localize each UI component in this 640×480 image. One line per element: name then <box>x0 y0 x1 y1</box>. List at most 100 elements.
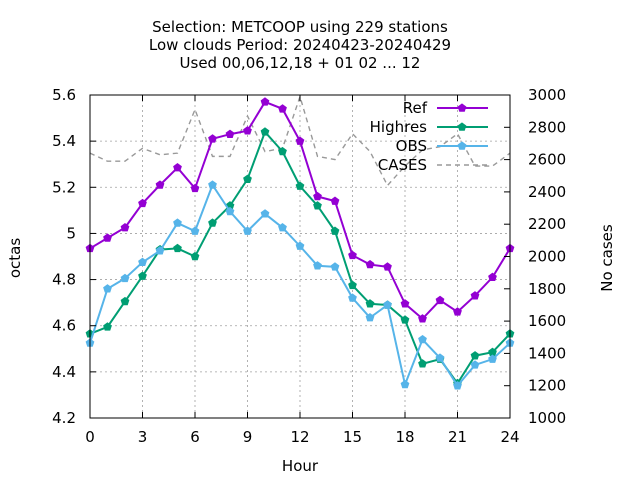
y-tick-label: 5.6 <box>52 86 76 104</box>
point-highres <box>243 174 252 183</box>
x-tick-label: 0 <box>85 428 95 446</box>
point-obs <box>208 180 217 189</box>
legend-marker <box>457 103 467 112</box>
point-obs <box>365 313 375 322</box>
point-highres <box>365 299 375 308</box>
point-highres <box>313 201 322 210</box>
point-highres <box>348 280 357 290</box>
y2-tick-label: 2600 <box>528 151 566 169</box>
point-ref <box>260 97 270 106</box>
point-ref <box>365 259 375 269</box>
x-tick-label: 9 <box>243 428 253 446</box>
legend-label: Highres <box>370 118 428 136</box>
y2-tick-label: 2800 <box>528 118 566 136</box>
point-obs <box>190 226 200 235</box>
point-ref <box>173 163 182 172</box>
point-obs <box>435 353 445 362</box>
point-ref <box>103 233 112 242</box>
y2-tick-label: 2400 <box>528 183 566 201</box>
y2-tick-label: 1800 <box>528 280 566 298</box>
point-obs <box>155 246 165 255</box>
point-highres <box>103 322 112 331</box>
y-tick-label: 5.4 <box>52 132 76 150</box>
point-ref <box>225 129 235 138</box>
y-tick-label: 5.2 <box>52 178 76 196</box>
point-ref <box>208 134 217 143</box>
point-highres <box>138 271 147 280</box>
point-obs <box>173 218 182 227</box>
point-ref <box>418 314 427 323</box>
y2-tick-label: 1200 <box>528 377 566 395</box>
point-ref <box>453 307 462 316</box>
point-obs <box>243 226 252 235</box>
x-tick-label: 24 <box>500 428 519 446</box>
point-highres <box>330 226 340 235</box>
point-obs <box>138 257 147 266</box>
point-highres <box>295 181 305 190</box>
point-obs <box>278 223 287 232</box>
point-ref <box>278 104 287 113</box>
point-highres <box>120 296 130 306</box>
point-ref <box>243 126 252 135</box>
point-ref <box>295 136 305 145</box>
y-tick-label: 4.6 <box>52 317 76 335</box>
title-line: Low clouds Period: 20240423-20240429 <box>149 36 451 54</box>
x-axis-label: Hour <box>282 457 319 475</box>
point-highres <box>278 146 287 156</box>
point-obs <box>295 241 305 250</box>
y2-tick-label: 1400 <box>528 344 566 362</box>
y2-tick-label: 2000 <box>528 248 566 266</box>
point-highres <box>470 351 480 360</box>
point-obs <box>225 206 235 216</box>
point-obs <box>470 360 480 369</box>
point-ref <box>313 191 322 201</box>
y2-axis-label: No cases <box>598 224 616 292</box>
point-highres <box>190 251 200 261</box>
title-line: Selection: METCOOP using 229 stations <box>152 18 448 36</box>
axes-ticks: 0 3 6 9 12 15 18 21 24 4.2 4.4 4.6 4.8 5 5.2 5.4 5.6 1000… <box>52 86 566 446</box>
point-obs <box>348 293 357 302</box>
point-ref <box>155 180 165 189</box>
legend-label: OBS <box>396 137 427 155</box>
point-ref <box>120 223 130 232</box>
point-obs <box>120 273 130 283</box>
point-highres <box>418 359 427 368</box>
point-ref <box>488 272 497 281</box>
chart-title: Selection: METCOOP using 229 stationsLow… <box>149 18 451 72</box>
point-ref <box>400 299 410 308</box>
point-obs <box>453 381 462 390</box>
y-tick-label: 4.2 <box>52 409 76 427</box>
legend-label: Ref <box>403 99 428 117</box>
x-tick-label: 12 <box>290 428 309 446</box>
point-ref <box>470 291 480 300</box>
x-tick-label: 21 <box>448 428 467 446</box>
y2-tick-label: 3000 <box>528 86 566 104</box>
point-obs <box>313 261 322 270</box>
point-ref <box>435 295 445 305</box>
y2-tick-label: 1600 <box>528 312 566 330</box>
point-obs <box>260 209 270 218</box>
y-axis-label: octas <box>6 238 24 278</box>
point-ref <box>348 250 357 260</box>
x-tick-label: 3 <box>138 428 148 446</box>
point-ref <box>330 196 340 205</box>
point-highres <box>208 218 217 227</box>
point-ref <box>190 183 200 193</box>
y-tick-label: 4.8 <box>52 271 76 289</box>
point-obs <box>488 354 497 363</box>
point-obs <box>103 284 112 293</box>
y2-tick-label: 1000 <box>528 409 566 427</box>
y-tick-label: 4.4 <box>52 363 76 381</box>
legend-marker <box>457 141 467 150</box>
point-obs <box>400 379 410 389</box>
point-highres <box>400 315 410 324</box>
title-line: Used 00,06,12,18 + 01 02 ... 12 <box>180 54 421 72</box>
y-tick-label: 5 <box>66 224 76 242</box>
point-highres <box>260 127 270 136</box>
point-ref <box>383 262 392 271</box>
legend-label: CASES <box>378 156 427 174</box>
point-obs <box>383 300 392 309</box>
y2-tick-label: 2200 <box>528 215 566 233</box>
